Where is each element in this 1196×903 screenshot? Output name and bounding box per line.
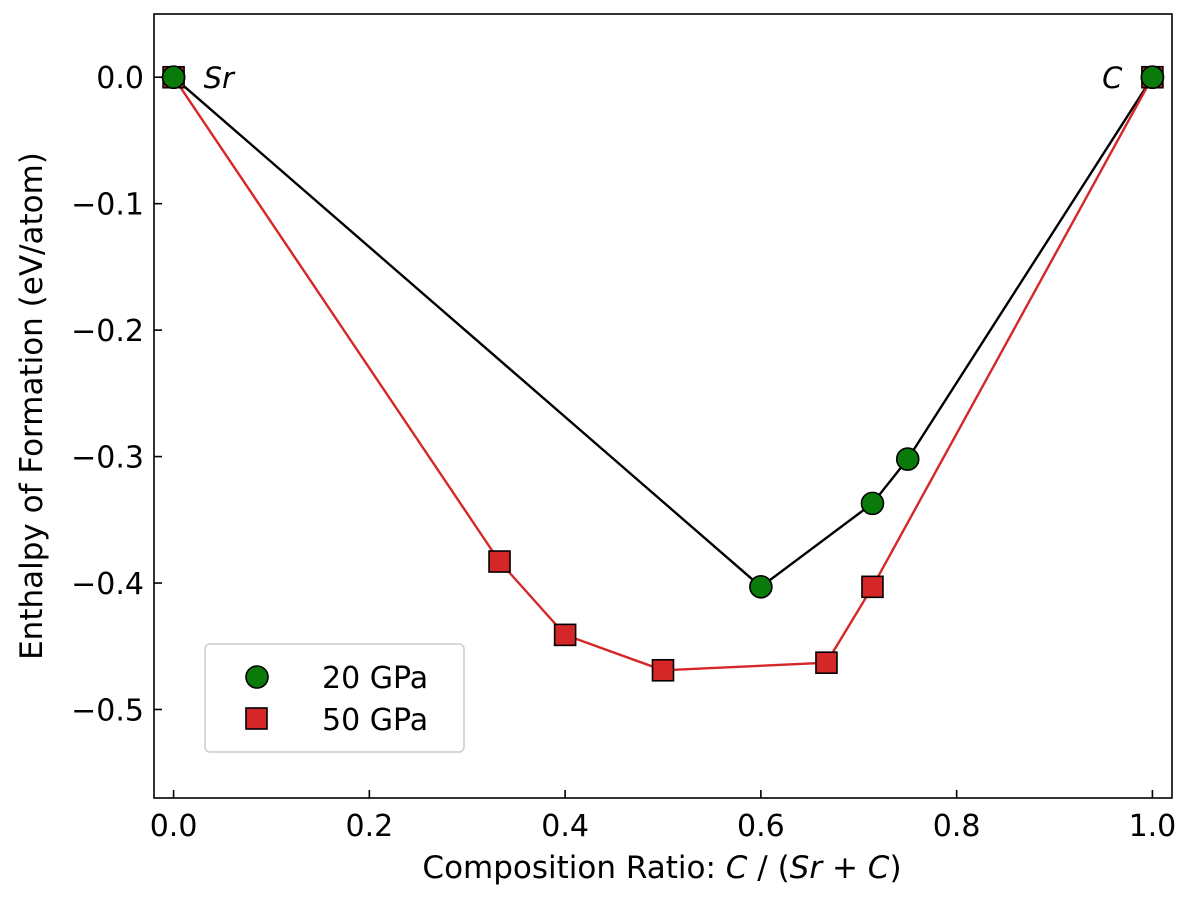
x-axis-ticks: 0.0 0.2 0.4 0.6 0.8 1.0 [150, 790, 1177, 844]
y-tick-label: −0.1 [71, 188, 144, 223]
legend-box [204, 643, 465, 753]
x-tick-label: 0.8 [933, 809, 981, 844]
data-point-20gpa [749, 575, 773, 599]
x-tick-label: 0.0 [150, 809, 198, 844]
y-axis-title: Enthalpy of Formation (eV/atom) [14, 152, 50, 660]
data-point-20gpa-endpoint [161, 65, 186, 90]
x-axis-title: Composition Ratio: C / (Sr + C) [422, 850, 901, 886]
label-c: C [1102, 61, 1123, 95]
data-point-50gpa [861, 575, 884, 599]
legend-marker-20gpa [245, 665, 269, 689]
series-markers [161, 65, 1165, 682]
y-axis-ticks: 0.0 −0.1 −0.2 −0.3 −0.4 −0.5 [71, 61, 162, 728]
y-tick-label: 0.0 [96, 61, 144, 96]
plot-frame [153, 13, 1173, 799]
x-tick-label: 1.0 [1129, 809, 1177, 844]
legend-label-50gpa: 50 GPa [322, 703, 428, 738]
data-point-50gpa [651, 658, 675, 682]
legend-marker-50gpa [245, 707, 268, 730]
data-point-20gpa [895, 447, 920, 471]
end-member-labels: Sr C [204, 61, 1124, 95]
data-point-50gpa [488, 550, 511, 573]
data-point-20gpa [860, 491, 885, 516]
x-tick-label: 0.6 [737, 809, 785, 844]
legend: 20 GPa 50 GPa [204, 643, 465, 753]
y-tick-label: −0.5 [71, 693, 144, 728]
y-tick-label: −0.2 [71, 314, 144, 349]
label-sr: Sr [204, 61, 236, 95]
legend-label-20gpa: 20 GPa [322, 661, 428, 696]
data-point-50gpa [815, 651, 838, 674]
y-tick-label: −0.4 [71, 567, 144, 602]
data-point-50gpa [553, 623, 577, 647]
x-tick-label: 0.2 [345, 809, 393, 844]
x-tick-label: 0.4 [541, 809, 589, 844]
data-point-20gpa-endpoint [1140, 65, 1165, 90]
y-tick-label: −0.3 [71, 441, 144, 476]
